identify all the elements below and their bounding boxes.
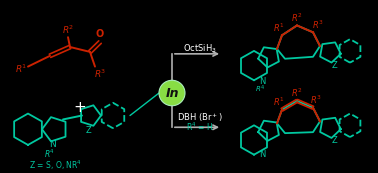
Text: Z: Z [331, 135, 337, 144]
Text: $R^1$: $R^1$ [273, 96, 285, 108]
Text: N: N [259, 150, 265, 159]
Text: $R^2$: $R^2$ [291, 87, 303, 99]
Text: $R^4$: $R^4$ [45, 148, 56, 160]
Text: N: N [49, 140, 55, 149]
Text: DBH (Br$^+$): DBH (Br$^+$) [177, 111, 223, 124]
Text: $R^2$: $R^2$ [62, 23, 74, 36]
Text: OctSiH$_3$: OctSiH$_3$ [183, 43, 217, 55]
Text: Z: Z [85, 126, 91, 135]
Text: O: O [96, 29, 104, 39]
Text: R$^4$ = H: R$^4$ = H [186, 121, 214, 134]
Circle shape [159, 80, 185, 106]
Text: $R^3$: $R^3$ [310, 94, 322, 106]
Text: +: + [74, 100, 87, 115]
Text: $R^3$: $R^3$ [94, 67, 106, 80]
Text: $R^4$: $R^4$ [255, 83, 265, 95]
Text: N: N [259, 77, 265, 86]
Text: $R^1$: $R^1$ [15, 62, 27, 75]
Text: $R^1$: $R^1$ [273, 21, 285, 34]
Text: $R^3$: $R^3$ [312, 18, 324, 31]
Text: In: In [165, 88, 179, 101]
Text: Z = S, O, NR$^4$: Z = S, O, NR$^4$ [29, 159, 81, 172]
Text: $R^2$: $R^2$ [291, 11, 303, 24]
Text: Z: Z [331, 61, 337, 70]
